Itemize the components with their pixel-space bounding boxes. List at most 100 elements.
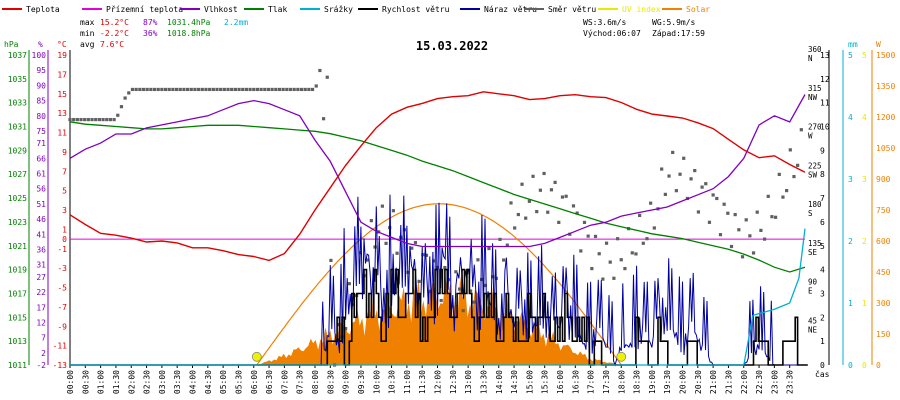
x-tick-label: 08:30 <box>326 370 335 394</box>
ms-tick-label: 8 <box>820 170 825 179</box>
wind-direction-dot <box>527 199 531 203</box>
x-tick-label: 23:00 <box>770 370 779 394</box>
pct-tick-label: 95 <box>36 66 46 75</box>
x-tick-label: 20:30 <box>694 370 703 394</box>
series-rain-line <box>70 228 806 366</box>
uv-tick-label: 0 <box>862 361 867 370</box>
x-tick-label: 10:30 <box>388 370 397 394</box>
wind-direction-dot <box>729 244 734 249</box>
wind-direction-dot <box>722 202 726 206</box>
pct-tick-label: 41 <box>36 230 46 239</box>
chart-title: 15.03.2022 <box>416 39 488 53</box>
x-tick-label: 01:30 <box>112 370 121 394</box>
wind-direction-dot <box>505 243 509 247</box>
wind-direction-dot <box>799 128 803 132</box>
legend-label: Srážky <box>324 5 353 14</box>
wind-direction-dot <box>277 87 282 92</box>
wind-direction-dot <box>127 91 131 95</box>
wm2-tick-label: 1200 <box>876 113 895 122</box>
wm2-tick-label: 450 <box>876 268 891 277</box>
wm2-tick-label: 150 <box>876 330 891 339</box>
wind-direction-dot <box>79 117 83 122</box>
wind-direction-dot <box>711 193 715 197</box>
degc-tick-label: 7 <box>62 167 67 176</box>
wind-direction-dot <box>564 194 568 198</box>
wm2-tick-label: 600 <box>876 237 891 246</box>
wind-direction-dot <box>593 234 598 239</box>
wind-direction-dot <box>299 87 304 92</box>
wind-direction-dot <box>119 105 124 109</box>
wind-direction-dot <box>145 87 149 92</box>
ms-tick-label: 1 <box>820 337 825 346</box>
wind-direction-dot <box>270 87 274 92</box>
stat-min-label: min <box>80 29 95 38</box>
x-tick-label: 05:30 <box>234 370 243 394</box>
wind-direction-dot <box>329 258 333 263</box>
dir-tick-label: 135 <box>808 239 822 248</box>
pct-tick-label: 56 <box>36 185 46 194</box>
ms-tick-label: 11 <box>820 99 830 108</box>
dir-tick-label: NW <box>808 93 818 102</box>
uv-tick-label: 5 <box>862 51 867 60</box>
wind-direction-dot <box>310 87 315 92</box>
wind-direction-dot <box>263 87 267 92</box>
wind-direction-dot <box>138 87 142 92</box>
x-tick-label: 21:00 <box>709 370 718 394</box>
wind-direction-dot <box>715 196 719 201</box>
hpa-tick-label: 1027 <box>8 170 27 179</box>
wind-direction-dot <box>468 289 473 293</box>
stat-avg-temp: 7.6°C <box>100 40 124 49</box>
x-tick-label: 04:30 <box>204 370 213 394</box>
mm-tick-label: 4 <box>848 113 853 122</box>
hpa-tick-label: 1015 <box>8 313 27 322</box>
uv-marker <box>616 351 627 362</box>
pct-tick-label: 31 <box>36 261 46 270</box>
wind-direction-dot <box>204 87 208 92</box>
wind-direction-dot <box>366 258 370 262</box>
wind-direction-dot <box>590 267 594 271</box>
x-tick-label: 00:00 <box>66 370 75 394</box>
wind-direction-dot <box>674 189 678 193</box>
wind-direction-dot <box>461 309 465 313</box>
wind-direction-dot <box>141 87 146 92</box>
x-tick-label: 16:30 <box>571 370 580 394</box>
wind-direction-dot <box>667 174 671 178</box>
degc-tick-label: -11 <box>53 342 68 351</box>
series-temperature-line <box>69 91 806 262</box>
wind-direction-dot <box>351 302 355 307</box>
wind-direction-dot <box>766 194 770 198</box>
wind-direction-dot <box>336 322 340 327</box>
ms-tick-label: 13 <box>820 51 830 60</box>
wind-direction-dot <box>696 210 701 214</box>
wind-direction-dot <box>733 213 737 217</box>
wind-direction-dot <box>252 87 256 92</box>
wind-direction-dot <box>608 260 612 264</box>
pct-tick-label: 51 <box>36 200 46 209</box>
x-tick-label: 19:30 <box>663 370 672 394</box>
x-tick-label: 13:30 <box>479 370 488 394</box>
wind-direction-dot <box>740 255 745 259</box>
axis-unit-degc: °C <box>57 40 67 49</box>
mm-tick-label: 1 <box>848 299 853 308</box>
wind-direction-dot <box>105 117 109 122</box>
wind-direction-dot <box>314 84 318 88</box>
wind-direction-dot <box>72 117 76 122</box>
pct-tick-label: 2 <box>41 349 46 358</box>
wind-direction-dot <box>509 201 513 205</box>
degc-tick-label: 17 <box>57 70 67 79</box>
degc-tick-label: -3 <box>57 264 67 273</box>
wind-direction-dot <box>248 87 252 92</box>
x-tick-label: 09:30 <box>357 370 366 394</box>
legend-label: Teplota <box>26 5 60 14</box>
x-tick-label: 09:00 <box>342 370 351 394</box>
wind-direction-dot <box>344 327 348 331</box>
uv-tick-label: 3 <box>862 175 867 184</box>
ms-tick-label: 0 <box>820 361 825 370</box>
wind-direction-dot <box>86 117 90 122</box>
wind-direction-dot <box>597 252 601 256</box>
wind-direction-dot <box>266 87 271 92</box>
x-tick-label: 20:00 <box>679 370 688 394</box>
stat-max-press: 1031.4hPa <box>167 18 211 27</box>
wind-direction-dot <box>586 234 590 238</box>
dir-tick-label: 45 <box>808 316 817 325</box>
